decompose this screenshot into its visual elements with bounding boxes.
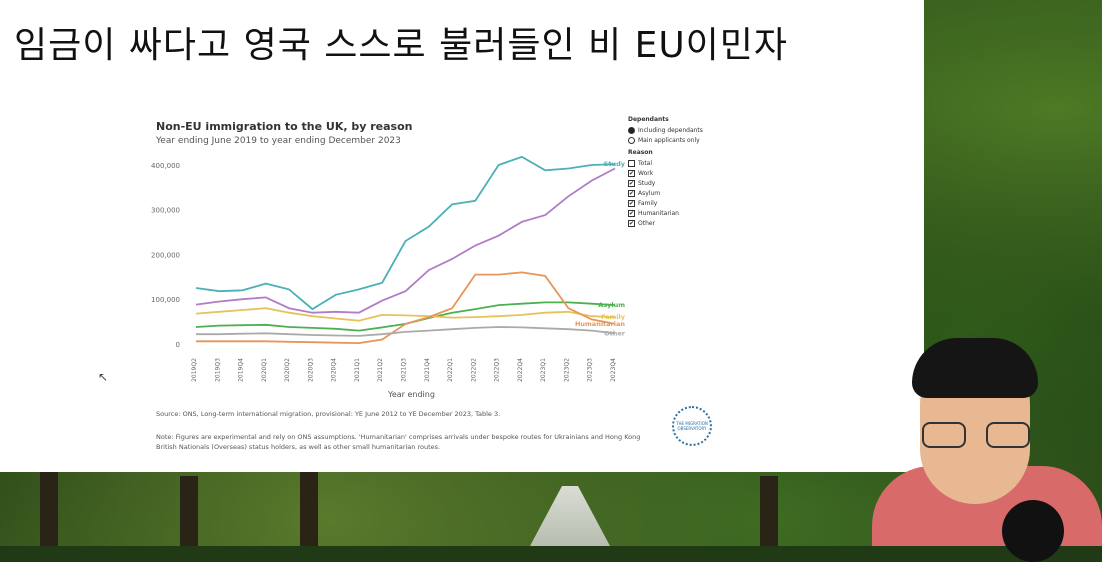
x-tick-label: 2022Q4: [517, 358, 524, 382]
series-label: Other: [604, 329, 626, 337]
glasses-icon: [922, 422, 1030, 448]
line-chart: 0 100,000 200,000 300,000 400,000 2019Q2 2019Q…: [151, 155, 626, 382]
x-tick-label: 2022Q2: [470, 358, 477, 382]
migration-observatory-logo: THE MIGRATION OBSERVATORY: [672, 406, 712, 446]
checkbox-icon: [628, 159, 635, 167]
checkbox-icon: ✔: [628, 199, 635, 207]
reason-checkbox[interactable]: ✔ Other: [628, 218, 703, 228]
x-tick-label: 2023Q1: [540, 358, 547, 382]
video-headline: 임금이 싸다고 영국 스스로 불러들인 비 EU이민자: [14, 25, 789, 66]
filter-panel: Dependants Including dependants Main appl…: [628, 116, 703, 228]
footnote: Note: Figures are experimental and rely …: [156, 433, 641, 451]
checkbox-label: Study: [638, 179, 656, 187]
x-tick-label: 2019Q4: [238, 358, 245, 382]
y-tick-label: 200,000: [151, 251, 180, 259]
series-line: [195, 307, 616, 322]
x-tick-label: 2021Q3: [401, 358, 408, 382]
checkbox-label: Total: [638, 159, 653, 167]
checkbox-icon: ✔: [628, 209, 635, 217]
reason-checkbox[interactable]: Total: [628, 158, 703, 168]
x-tick-label: 2021Q2: [377, 358, 384, 382]
series-line: [196, 326, 616, 337]
tree-trunk: [760, 476, 778, 546]
x-tick-label: 2021Q1: [354, 358, 361, 382]
checkbox-icon: ✔: [628, 179, 635, 187]
tree-trunk: [40, 466, 58, 546]
slide-panel: 임금이 싸다고 영국 스스로 불러들인 비 EU이민자 Non-EU immig…: [0, 0, 924, 472]
x-tick-label: 2020Q2: [284, 358, 291, 382]
x-tick-label: 2020Q3: [307, 358, 314, 382]
chart-subtitle: Year ending June 2019 to year ending Dec…: [156, 136, 401, 146]
y-tick-label: 0: [176, 341, 180, 349]
checkbox-icon: ✔: [628, 189, 635, 197]
dependants-title: Dependants: [628, 116, 669, 123]
dependants-radio[interactable]: Main applicants only: [628, 135, 703, 145]
x-tick-label: 2019Q2: [191, 358, 198, 382]
checkbox-label: Other: [638, 219, 656, 227]
radio-icon: [628, 126, 635, 134]
y-tick-label: 300,000: [151, 207, 180, 215]
y-tick-label: 400,000: [151, 162, 180, 170]
checkbox-label: Humanitarian: [638, 209, 679, 217]
series-line: [195, 167, 616, 314]
radio-label: Main applicants only: [638, 136, 700, 144]
mouse-cursor-icon: ↖: [98, 370, 109, 384]
series-label: Family: [601, 313, 626, 321]
series-line: [195, 155, 616, 311]
reason-checkbox[interactable]: ✔ Family: [628, 198, 703, 208]
x-tick-label: 2021Q4: [424, 358, 431, 382]
dependants-radio[interactable]: Including dependants: [628, 125, 703, 135]
series-line: [196, 271, 616, 345]
source-note: Source: ONS, Long-term international mig…: [156, 410, 501, 418]
reason-title: Reason: [628, 149, 653, 156]
x-tick-label: 2020Q4: [331, 358, 338, 382]
x-tick-label: 2022Q1: [447, 358, 454, 382]
series-line: [195, 301, 616, 332]
checkbox-icon: ✔: [628, 219, 635, 227]
y-tick-label: 100,000: [151, 296, 180, 304]
reason-checkbox[interactable]: ✔ Asylum: [628, 188, 703, 198]
x-tick-label: 2019Q3: [214, 358, 221, 382]
checkbox-label: Asylum: [638, 189, 661, 197]
series-label: Asylum: [598, 301, 625, 309]
checkbox-label: Work: [638, 169, 654, 177]
microphone-icon: [1002, 500, 1064, 562]
checkbox-icon: ✔: [628, 169, 635, 177]
x-tick-label: 2020Q1: [261, 358, 268, 382]
checkbox-label: Family: [638, 199, 658, 207]
x-axis-title: Year ending: [388, 390, 435, 399]
presenter: [862, 330, 1102, 562]
reason-checkbox[interactable]: ✔ Humanitarian: [628, 208, 703, 218]
x-tick-label: 2023Q3: [587, 358, 594, 382]
chart-title: Non-EU immigration to the UK, by reason: [156, 120, 413, 133]
series-label: Humanitarian: [575, 320, 625, 328]
radio-label: Including dependants: [638, 126, 703, 134]
x-tick-label: 2023Q4: [610, 358, 617, 382]
tree-trunk: [180, 476, 198, 546]
x-tick-label: 2022Q3: [494, 358, 501, 382]
radio-icon: [628, 136, 635, 144]
reason-checkbox[interactable]: ✔ Study: [628, 178, 703, 188]
series-label: Study: [604, 160, 626, 168]
reason-checkbox[interactable]: ✔ Work: [628, 168, 703, 178]
x-tick-label: 2023Q2: [563, 358, 570, 382]
tree-trunk: [300, 471, 318, 546]
presenter-hair: [912, 338, 1038, 398]
